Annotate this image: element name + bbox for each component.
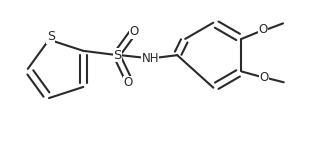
Text: O: O [259, 23, 268, 36]
Text: O: O [259, 71, 269, 84]
Text: S: S [114, 49, 122, 62]
Text: S: S [47, 30, 55, 43]
Text: O: O [129, 25, 139, 38]
Text: NH: NH [141, 52, 159, 65]
Text: O: O [124, 77, 133, 89]
